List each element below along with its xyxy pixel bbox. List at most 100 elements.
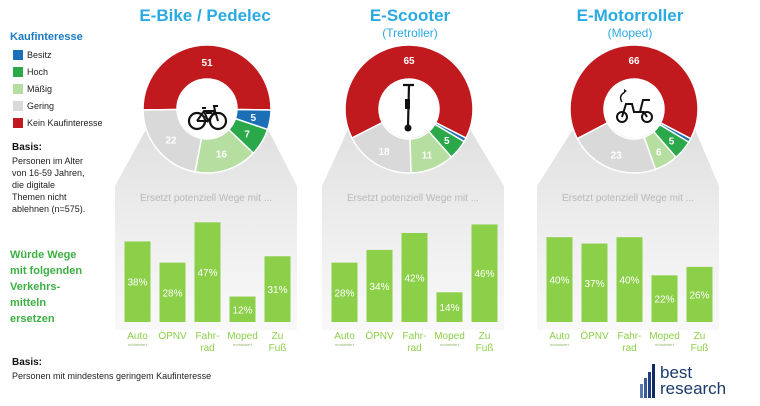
bar-category-label: Zu xyxy=(272,331,284,342)
bar xyxy=(686,266,713,322)
pie-value-label: 5 xyxy=(444,136,450,147)
pie-value-label: 6 xyxy=(656,147,662,158)
bar-value-label: 22% xyxy=(654,295,674,306)
basis-line: von 16-59 Jahren, xyxy=(12,168,85,178)
bar-category-sublabel: motorisiert xyxy=(655,342,675,347)
replace-line: Würde Wege xyxy=(10,249,77,261)
bar-value-label: 37% xyxy=(584,279,604,290)
logo-text-research: research xyxy=(660,379,727,398)
legend-item-gering: Gering xyxy=(13,101,54,111)
legend-item-massig: Mäßig xyxy=(13,84,52,94)
bar xyxy=(616,237,643,322)
basis-text-bottom: Personen mit mindestens geringem Kaufint… xyxy=(12,371,212,381)
basis-line: ablehnen (n=575). xyxy=(12,204,86,214)
legend-item-besitz: Besitz xyxy=(13,50,52,60)
bar-value-label: 26% xyxy=(689,290,709,301)
pie-slice-kein-kaufinteresse xyxy=(142,44,272,111)
chart-title-ebike: E-Bike / Pedelec xyxy=(139,6,271,25)
basis-title-top: Basis: xyxy=(12,142,43,153)
bar xyxy=(124,241,151,322)
bar-category-label: Auto xyxy=(334,331,355,342)
pie-value-label: 23 xyxy=(611,151,623,162)
bar-value-label: 34% xyxy=(369,282,389,293)
pie-value-label: 5 xyxy=(251,113,257,124)
bar-value-label: 46% xyxy=(474,269,494,280)
bar-category-sublabel: rad xyxy=(622,343,636,354)
bar-category-sublabel: rad xyxy=(407,343,421,354)
bar-category-label: ÖPNV xyxy=(158,330,187,342)
replace-line: mitteln xyxy=(10,297,47,309)
legend-item-kein: Kein Kaufinteresse xyxy=(13,118,103,128)
legend-label: Mäßig xyxy=(27,84,53,94)
kick-scooter-icon xyxy=(403,83,414,132)
pie-value-label: 66 xyxy=(628,56,640,67)
bar-value-label: 14% xyxy=(439,303,459,314)
pie-slice-gering xyxy=(576,121,657,174)
bar-category-label: Zu xyxy=(479,331,491,342)
bar xyxy=(581,243,608,322)
bar-category-label: Auto xyxy=(127,331,148,342)
panel-heading: Ersetzt potenziell Wege mit ... xyxy=(562,193,694,204)
moped-icon xyxy=(610,84,658,132)
legend-swatch xyxy=(13,101,23,111)
bar-category-label: Moped xyxy=(434,331,465,342)
bar-category-label: Fahr- xyxy=(403,331,427,342)
replace-label: Würde Wege mit folgenden Verkehrs- mitte… xyxy=(10,247,110,327)
bar xyxy=(471,224,498,322)
bar-value-label: 47% xyxy=(197,268,217,279)
legend-label: Gering xyxy=(27,101,55,111)
bar-category-sublabel: motorisiert xyxy=(440,342,460,347)
pie-value-label: 22 xyxy=(165,135,177,146)
bar-category-label: ÖPNV xyxy=(580,330,609,342)
bar xyxy=(264,256,291,322)
bar xyxy=(194,222,221,322)
replace-line: Verkehrs- xyxy=(10,281,61,293)
basis-line: die digitale xyxy=(12,180,56,190)
pie-value-label: 5 xyxy=(669,137,675,148)
bar-value-label: 42% xyxy=(404,273,424,284)
legend-swatch xyxy=(13,84,23,94)
pie-value-label: 18 xyxy=(378,147,390,158)
bar-category-label: Moped xyxy=(227,331,258,342)
pie-slice-kein-kaufinteresse xyxy=(569,44,699,140)
legend-label: Kein Kaufinteresse xyxy=(27,118,103,128)
bar xyxy=(401,232,428,322)
panel-heading: Ersetzt potenziell Wege mit ... xyxy=(140,193,272,204)
legend-label: Besitz xyxy=(27,50,52,60)
bar xyxy=(159,262,186,322)
pie-value-label: 11 xyxy=(422,151,433,162)
bar-category-label: Zu xyxy=(694,331,706,342)
chart-title-emotorroller: E-Motorroller xyxy=(576,6,684,25)
bar xyxy=(436,292,463,322)
bar-category-sublabel: rad xyxy=(200,343,214,354)
replace-line: ersetzen xyxy=(10,313,55,325)
pie-slice-kein-kaufinteresse xyxy=(344,44,474,140)
replace-line: mit folgenden xyxy=(10,265,83,277)
bar-category-sublabel: Fuß xyxy=(691,343,709,354)
bar-category-label: Fahr- xyxy=(196,331,220,342)
bar-value-label: 28% xyxy=(162,288,182,299)
basis-line: Themen nicht xyxy=(12,192,67,202)
bar-category-label: Moped xyxy=(649,331,680,342)
bar-value-label: 38% xyxy=(127,278,147,289)
logo-text-best: best xyxy=(660,363,693,382)
legend-swatch xyxy=(13,67,23,77)
panel-heading: Ersetzt potenziell Wege mit ... xyxy=(347,193,479,204)
bar-value-label: 40% xyxy=(619,276,639,287)
bar xyxy=(651,275,678,322)
bar xyxy=(331,262,358,322)
chart-title-escooter: E-Scooter xyxy=(369,6,451,25)
chart-subtitle-escooter: (Tretroller) xyxy=(382,26,438,40)
pie-slice-gering xyxy=(350,121,412,174)
bar-category-sublabel: motorisiert xyxy=(550,342,570,347)
bar-value-label: 31% xyxy=(267,285,287,296)
bar-value-label: 28% xyxy=(334,288,354,299)
pie-slice-gering xyxy=(142,108,203,173)
bar-category-label: Fahr- xyxy=(618,331,642,342)
pie-value-label: 7 xyxy=(244,129,250,140)
legend-swatch xyxy=(13,50,23,60)
basis-text-top: Personen im Alter von 16-59 Jahren, die … xyxy=(12,155,122,215)
legend-swatch xyxy=(13,118,23,128)
bar-category-sublabel: motorisiert xyxy=(128,342,148,347)
